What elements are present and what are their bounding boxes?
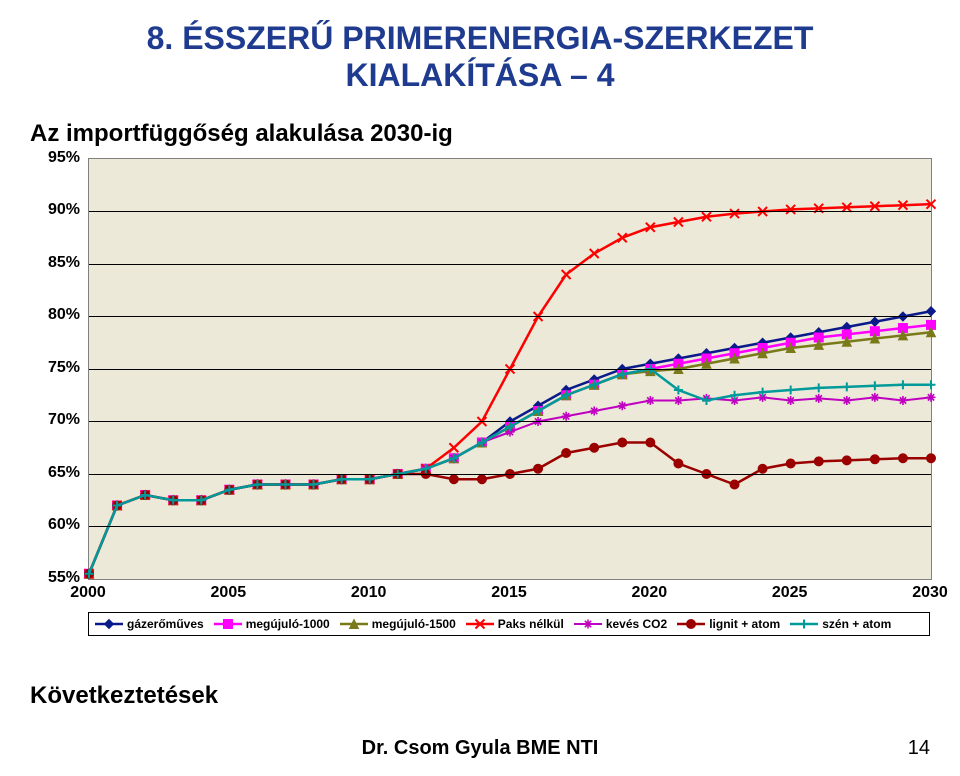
x-axis-label: 2010 [351,584,387,602]
y-axis-label: 80% [30,306,80,324]
legend-label: megújuló-1500 [372,617,456,631]
legend-item-lignit + atom: lignit + atom [677,617,780,631]
gridline [89,211,931,212]
x-axis-label: 2025 [772,584,808,602]
series-lignit + atom [89,442,931,573]
legend-label: lignit + atom [709,617,780,631]
legend-item-megújuló-1000: megújuló-1000 [214,617,330,631]
gridline [89,474,931,475]
legend: gázerőműves megújuló-1000 megújuló-1500 Pak… [88,612,930,636]
page-number: 14 [908,737,930,760]
y-axis-label: 85% [30,254,80,272]
legend-item-kevés CO2: kevés CO2 [574,617,667,631]
legend-item-Paks nélkül: Paks nélkül [466,617,564,631]
y-axis-label: 60% [30,516,80,534]
x-axis-label: 2000 [70,584,106,602]
legend-label: szén + atom [822,617,891,631]
y-axis-label: 75% [30,359,80,377]
conclusions-heading: Következtetések [30,682,930,710]
y-axis-label: 70% [30,411,80,429]
chart: 55%60%65%70%75%80%85%90%95% 200020052010… [30,158,930,638]
slide-title: 8. ÉSSZERŰ PRIMERENERGIA-SZERKEZET KIALA… [30,20,930,94]
plot-area [88,158,932,580]
x-axis-label: 2030 [912,584,948,602]
chart-subtitle: Az importfüggőség alakulása 2030-ig [30,120,930,148]
footer-author: Dr. Csom Gyula BME NTI [0,737,960,760]
slide: { "title_l1": "8. ÉSSZERŰ PRIMERENERGIA-… [0,0,960,776]
gridline [89,316,931,317]
gridline [89,421,931,422]
legend-item-megújuló-1500: megújuló-1500 [340,617,456,631]
series-megújuló-1000 [89,324,931,573]
y-axis-label: 95% [30,149,80,167]
gridline [89,526,931,527]
legend-item-szén + atom: szén + atom [790,617,891,631]
title-line-1: 8. ÉSSZERŰ PRIMERENERGIA-SZERKEZET [147,20,814,56]
legend-label: megújuló-1000 [246,617,330,631]
legend-label: gázerőműves [127,617,204,631]
legend-label: Paks nélkül [498,617,564,631]
gridline [89,264,931,265]
title-line-2: KIALAKÍTÁSA – 4 [345,57,614,93]
x-axis-label: 2005 [211,584,247,602]
legend-label: kevés CO2 [606,617,667,631]
y-axis-label: 65% [30,464,80,482]
series-gázerőműves [89,311,931,574]
x-axis-label: 2020 [632,584,668,602]
x-axis-label: 2015 [491,584,527,602]
legend-item-gázerőműves: gázerőműves [95,617,204,631]
y-axis-label: 90% [30,201,80,219]
gridline [89,369,931,370]
